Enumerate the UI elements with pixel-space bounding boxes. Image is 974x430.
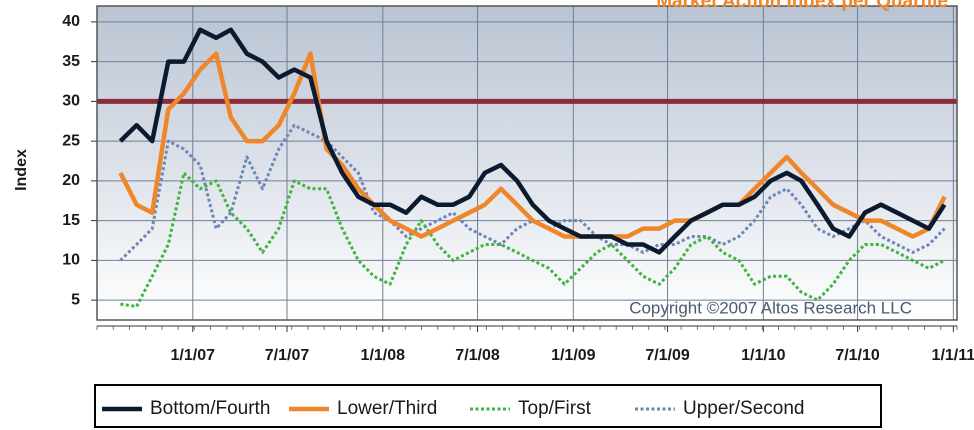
x-tick-label: 1/1/09 [551, 347, 596, 364]
series-line [118, 27, 947, 255]
copyright: Copyright ©2007 Altos Research LLC [629, 298, 912, 317]
legend-label: Upper/Second [683, 398, 804, 419]
x-tick-label: 1/1/08 [361, 347, 406, 364]
series-line [118, 51, 947, 239]
x-tick-label: 7/1/08 [455, 347, 500, 364]
x-tick-label: 7/1/10 [835, 347, 880, 364]
legend: Bottom/Fourth Lower/Third Top/First Upper/S… [102, 398, 804, 419]
y-tick-label: 35 [62, 53, 80, 70]
x-tick-label: 7/1/07 [265, 347, 310, 364]
plot-area [97, 6, 957, 320]
y-tick-label: 25 [62, 132, 80, 149]
legend-box [94, 384, 882, 428]
y-tick-label: 30 [62, 93, 80, 110]
legend-label: Lower/Third [337, 398, 437, 419]
y-tick-label: 40 [62, 13, 80, 30]
legend-label: Bottom/Fourth [150, 398, 270, 419]
plot-border [96, 5, 958, 321]
x-tick-label: 1/1/07 [171, 347, 216, 364]
x-tick-label: 7/1/09 [645, 347, 690, 364]
lines [97, 27, 957, 308]
y-tick-label: 10 [62, 252, 80, 269]
y-tick-label: 20 [62, 172, 80, 189]
y-axis-label: Index [13, 149, 30, 191]
y-tick-label: 15 [62, 212, 80, 229]
x-tick-label: 1/1/11 [932, 347, 974, 364]
series-line [120, 171, 946, 308]
x-tick-label: 1/1/10 [741, 347, 786, 364]
y-tick-label: 5 [71, 291, 80, 308]
legend-label: Top/First [518, 398, 592, 419]
chart-title: Market Action Index per Quartile [656, 0, 948, 12]
series-line [119, 123, 946, 262]
